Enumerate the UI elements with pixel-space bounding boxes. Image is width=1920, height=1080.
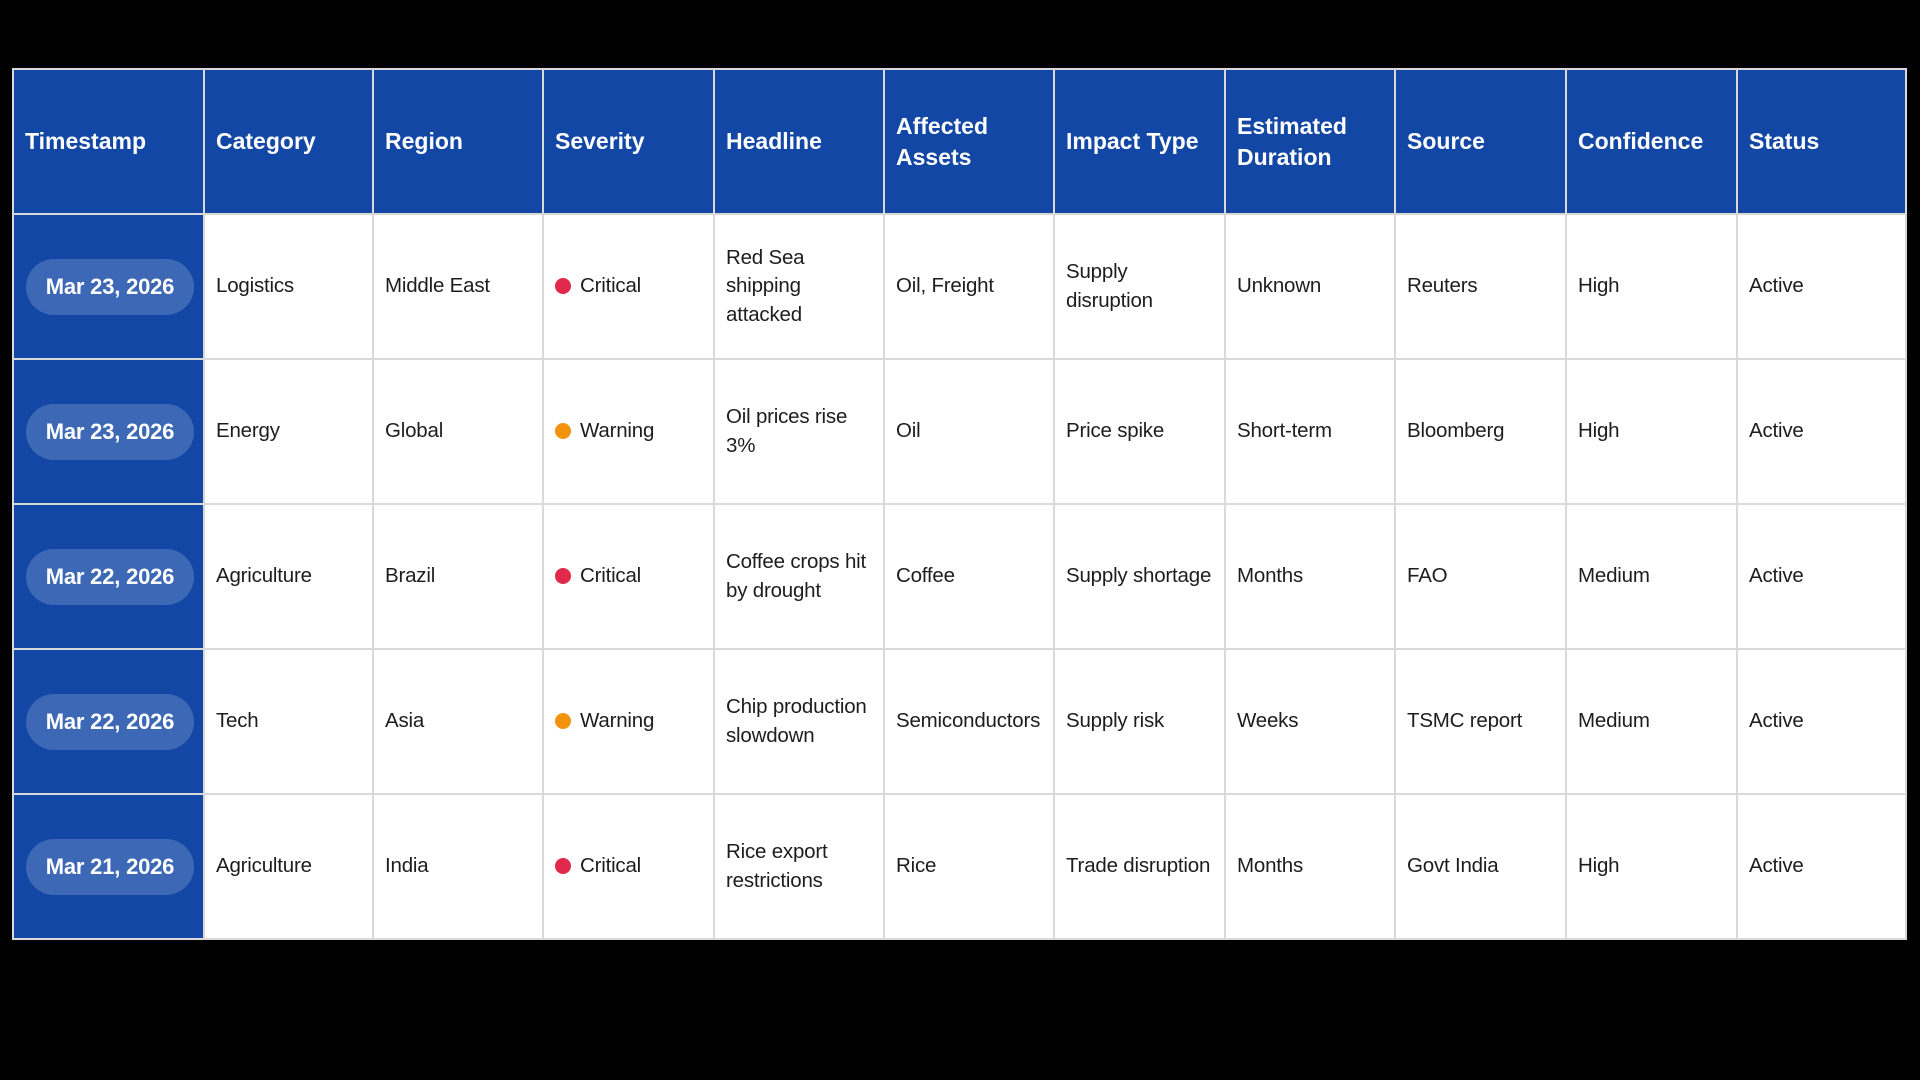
timestamp-badge: Mar 23, 2026 [26,403,194,460]
cell-category: Tech [203,648,374,795]
cell-affected-assets: Rice [883,793,1055,940]
cell-impact-type: Trade disruption [1053,793,1226,940]
cell-status: Active [1736,213,1907,360]
cell-estimated-duration: Months [1224,503,1396,650]
cell-region: India [372,793,544,940]
cell-affected-assets: Oil, Freight [883,213,1055,360]
cell-headline: Red Sea shipping attacked [713,213,885,360]
cell-category: Energy [203,358,374,505]
table-row: Mar 21, 2026 Agriculture India Critical … [12,793,1907,940]
cell-estimated-duration: Months [1224,793,1396,940]
severity-dot-icon [555,858,571,875]
column-header-confidence: Confidence [1565,68,1738,215]
timestamp-badge: Mar 21, 2026 [26,838,194,895]
column-header-headline: Headline [713,68,885,215]
cell-impact-type: Supply disruption [1053,213,1226,360]
severity-label: Critical [580,564,642,588]
cell-source: Reuters [1394,213,1567,360]
severity-dot-icon [555,278,571,295]
cell-impact-type: Price spike [1053,358,1226,505]
cell-status: Active [1736,648,1907,795]
cell-impact-type: Supply risk [1053,648,1226,795]
severity-label: Critical [580,274,642,298]
severity-label: Warning [580,709,655,733]
column-header-affected-assets: Affected Assets [883,68,1055,215]
cell-category: Agriculture [203,793,374,940]
timestamp-badge: Mar 23, 2026 [26,258,194,315]
table-row: Mar 22, 2026 Tech Asia Warning Chip prod… [12,648,1907,795]
cell-category: Agriculture [203,503,374,650]
cell-estimated-duration: Short-term [1224,358,1396,505]
table-row: Mar 23, 2026 Logistics Middle East Criti… [12,213,1907,360]
cell-category: Logistics [203,213,374,360]
cell-source: TSMC report [1394,648,1567,795]
severity-dot-icon [555,423,571,440]
cell-status: Active [1736,503,1907,650]
cell-status: Active [1736,793,1907,940]
cell-impact-type: Supply shortage [1053,503,1226,650]
cell-severity: Critical [542,503,715,650]
cell-severity: Warning [542,648,715,795]
cell-severity: Critical [542,213,715,360]
cell-timestamp: Mar 21, 2026 [12,793,205,940]
timestamp-badge: Mar 22, 2026 [26,693,194,750]
cell-confidence: Medium [1565,503,1738,650]
cell-region: Asia [372,648,544,795]
cell-confidence: High [1565,358,1738,505]
cell-confidence: Medium [1565,648,1738,795]
header-row: Timestamp Category Region Severity Headl… [12,68,1907,215]
cell-headline: Chip production slowdown [713,648,885,795]
cell-severity: Warning [542,358,715,505]
column-header-status: Status [1736,68,1907,215]
column-header-source: Source [1394,68,1567,215]
table-row: Mar 23, 2026 Energy Global Warning Oil p… [12,358,1907,505]
timestamp-badge: Mar 22, 2026 [26,548,194,605]
column-header-timestamp: Timestamp [12,68,205,215]
cell-affected-assets: Semiconductors [883,648,1055,795]
cell-headline: Coffee crops hit by drought [713,503,885,650]
cell-source: FAO [1394,503,1567,650]
cell-confidence: High [1565,213,1738,360]
cell-headline: Oil prices rise 3% [713,358,885,505]
column-header-severity: Severity [542,68,715,215]
cell-region: Global [372,358,544,505]
column-header-category: Category [203,68,374,215]
severity-label: Warning [580,419,655,443]
cell-estimated-duration: Weeks [1224,648,1396,795]
cell-region: Brazil [372,503,544,650]
severity-dot-icon [555,713,571,730]
cell-source: Bloomberg [1394,358,1567,505]
cell-timestamp: Mar 22, 2026 [12,648,205,795]
cell-source: Govt India [1394,793,1567,940]
cell-affected-assets: Oil [883,358,1055,505]
column-header-region: Region [372,68,544,215]
cell-timestamp: Mar 23, 2026 [12,358,205,505]
cell-timestamp: Mar 23, 2026 [12,213,205,360]
column-header-impact-type: Impact Type [1053,68,1226,215]
cell-estimated-duration: Unknown [1224,213,1396,360]
cell-timestamp: Mar 22, 2026 [12,503,205,650]
column-header-estimated-duration: Estimated Duration [1224,68,1396,215]
cell-confidence: High [1565,793,1738,940]
cell-severity: Critical [542,793,715,940]
cell-status: Active [1736,358,1907,505]
alerts-table: Timestamp Category Region Severity Headl… [12,68,1907,940]
cell-region: Middle East [372,213,544,360]
cell-affected-assets: Coffee [883,503,1055,650]
cell-headline: Rice export restrictions [713,793,885,940]
table-row: Mar 22, 2026 Agriculture Brazil Critical… [12,503,1907,650]
severity-label: Critical [580,854,642,878]
severity-dot-icon [555,568,571,585]
